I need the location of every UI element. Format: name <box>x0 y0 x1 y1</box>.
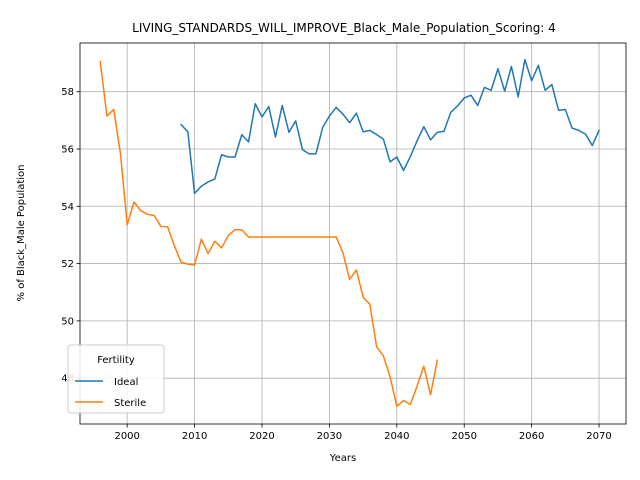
legend-label-sterile: Sterile <box>114 398 146 409</box>
chart-title: LIVING_STANDARDS_WILL_IMPROVE_Black_Male… <box>132 21 556 35</box>
x-tick-label: 2050 <box>451 431 476 442</box>
y-tick-label: 52 <box>61 259 74 270</box>
x-tick-label: 2040 <box>384 431 409 442</box>
y-tick-label: 50 <box>61 316 74 327</box>
x-tick-label: 2060 <box>519 431 544 442</box>
y-tick-label: 54 <box>61 202 74 213</box>
series-line-sterile <box>99 60 439 407</box>
x-axis-label: Years <box>329 453 356 464</box>
grid <box>80 43 626 424</box>
y-axis-label: % of Black_Male Population <box>16 165 27 302</box>
x-tick-label: 2030 <box>317 431 342 442</box>
y-tick-label: 58 <box>61 87 74 98</box>
legend-label-ideal: Ideal <box>114 377 138 388</box>
y-tick-label: 56 <box>61 144 74 155</box>
x-tick-label: 2010 <box>182 431 207 442</box>
x-tick-label: 2070 <box>586 431 611 442</box>
series-line-ideal <box>180 58 601 195</box>
legend-title: Fertility <box>97 355 135 366</box>
x-tick-label: 2000 <box>114 431 139 442</box>
legend-box <box>67 344 165 414</box>
x-tick-label: 2020 <box>249 431 274 442</box>
legend: Fertility Ideal Sterile <box>67 344 165 414</box>
plot-area-frame <box>79 42 627 425</box>
series-lines <box>99 58 601 407</box>
